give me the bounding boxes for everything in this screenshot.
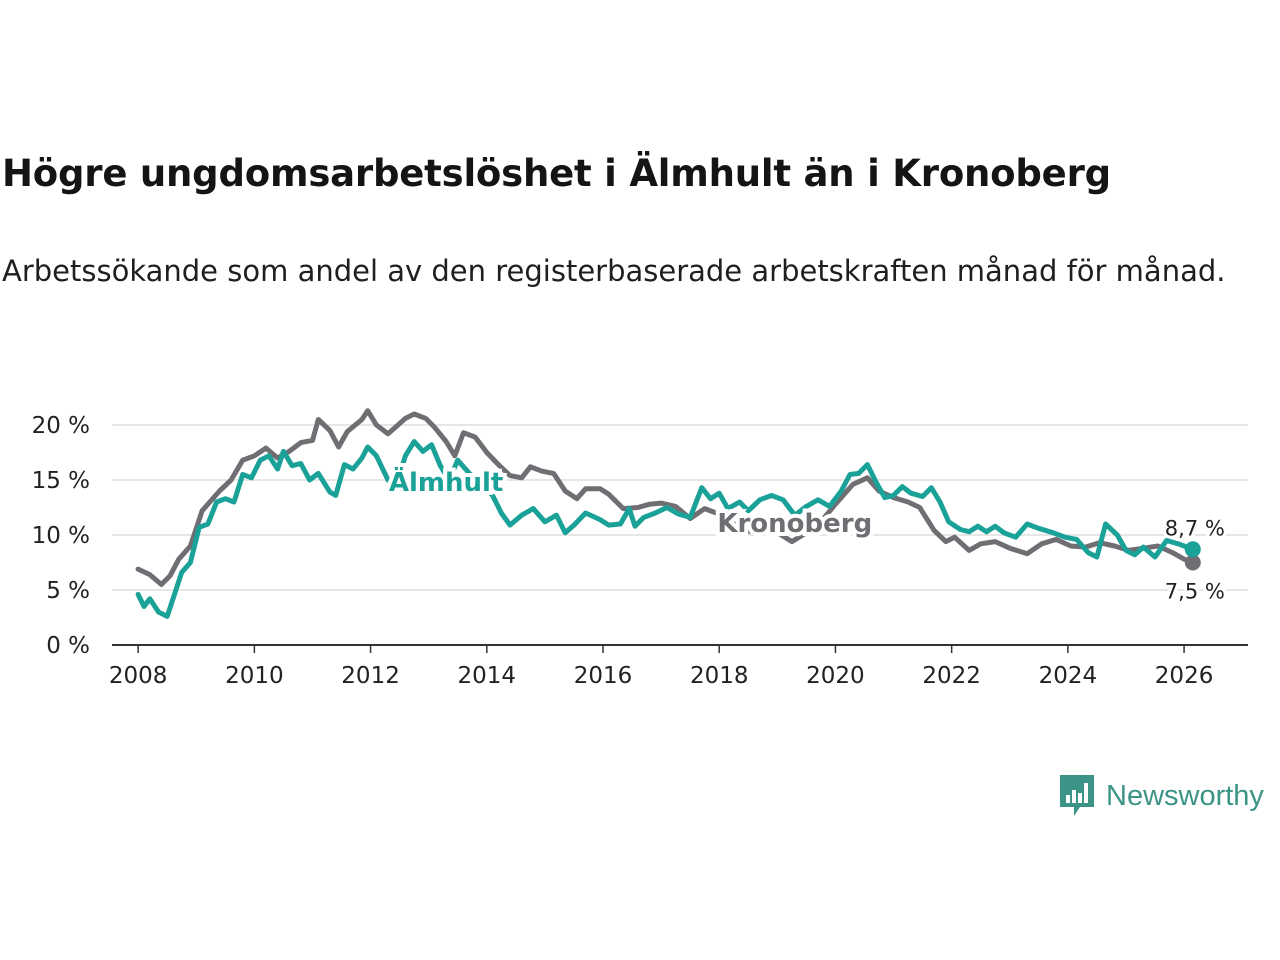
chart-subtitle: Arbetssökande som andel av den registerb… [2,254,1226,288]
x-tick-label: 2012 [341,663,400,689]
series-line-almhult [135,439,1196,619]
x-tick-label: 2016 [574,663,633,689]
newsworthy-logo: Newsworthy [1058,772,1264,820]
x-tick-label: 2024 [1039,663,1098,689]
brand-name: Newsworthy [1106,779,1264,812]
y-tick-label: 10 % [32,523,90,549]
series-line-kronoberg [135,408,1196,587]
series-end-point-almhult [1184,541,1201,558]
y-tick-label: 15 % [32,468,90,494]
x-tick-label: 2008 [109,663,168,689]
y-tick-label: 20 % [32,413,90,439]
chart-title: Högre ungdomsarbetslöshet i Älmhult än i… [2,152,1111,195]
end-value-label-almhult: 8,7 % [1165,516,1225,540]
series-label-almhult: Älmhult [389,466,504,498]
series-label-kronoberg: Kronoberg [717,509,872,539]
x-tick-label: 2018 [690,663,749,689]
bar-chart-bubble-icon [1060,775,1094,816]
end-value-label-kronoberg: 7,5 % [1165,580,1225,604]
x-tick-label: 2014 [458,663,517,689]
x-tick-label: 2020 [806,663,865,689]
x-tick-label: 2010 [225,663,284,689]
y-tick-label: 0 % [46,633,90,659]
x-tick-label: 2022 [922,663,981,689]
series-end-point-kronoberg [1184,554,1201,571]
line-chart: 0 % 5 % 10 % 15 % 20 % 2008 2010 2012 2014 2016 20… [32,408,1248,689]
y-tick-label: 5 % [46,578,90,604]
x-tick-label: 2026 [1155,663,1214,689]
